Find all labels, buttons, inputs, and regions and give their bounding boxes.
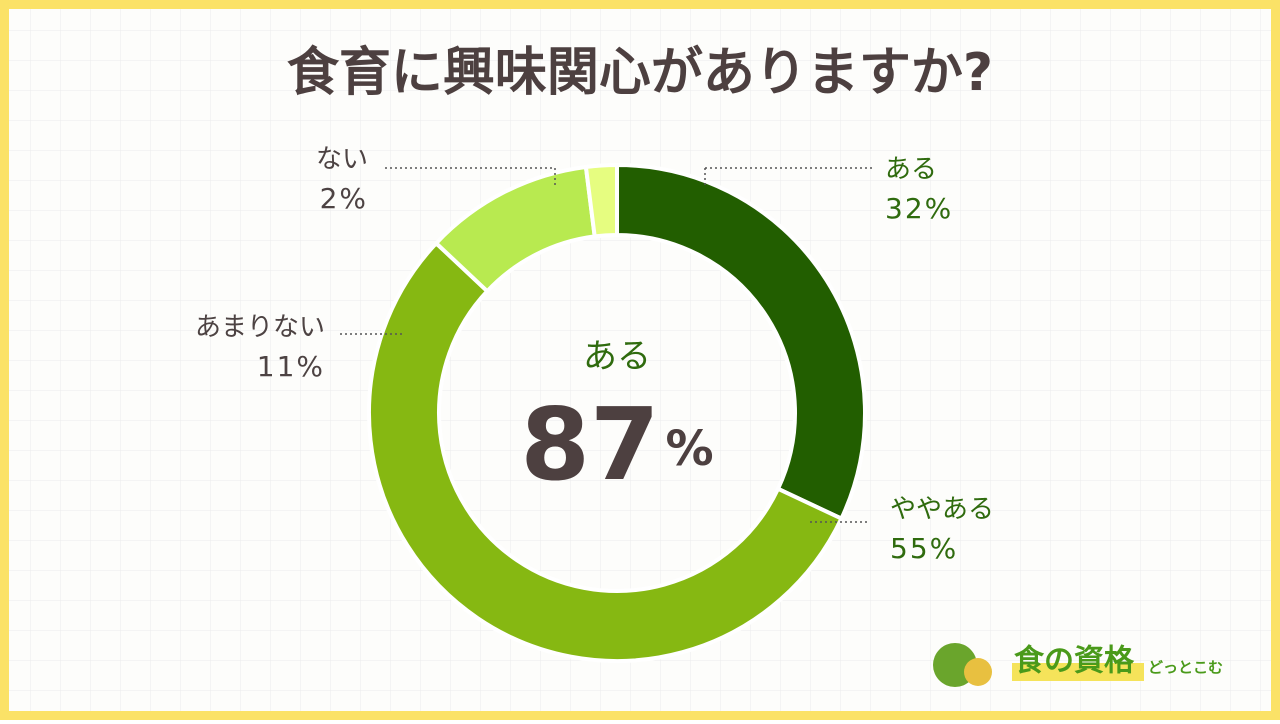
logo-sub: どっとこむ (1148, 659, 1223, 677)
center-label: ある (583, 337, 651, 377)
logo: 食の資格 どっとこむ (933, 643, 1223, 687)
category-label: ややある (890, 495, 994, 525)
logo-icon (964, 658, 992, 686)
logo-highlight (1012, 663, 1144, 681)
value-label: 2% (320, 182, 368, 215)
center-number: 87 (520, 386, 659, 503)
value-label: 32% (885, 192, 953, 225)
category-label: ある (885, 155, 937, 185)
category-label: あまりない (195, 313, 325, 343)
donut-segment (367, 240, 845, 663)
value-label: 11% (257, 350, 325, 383)
value-label: 55% (890, 532, 958, 565)
donut-segment (583, 162, 619, 239)
center-unit: % (666, 421, 714, 477)
donut-segment (615, 162, 867, 522)
center-value: 87% (520, 386, 713, 503)
category-label: ない (316, 145, 368, 175)
logo-main: 食の資格 (1014, 644, 1135, 679)
chart-title: 食育に興味関心がありますか? (287, 43, 993, 103)
